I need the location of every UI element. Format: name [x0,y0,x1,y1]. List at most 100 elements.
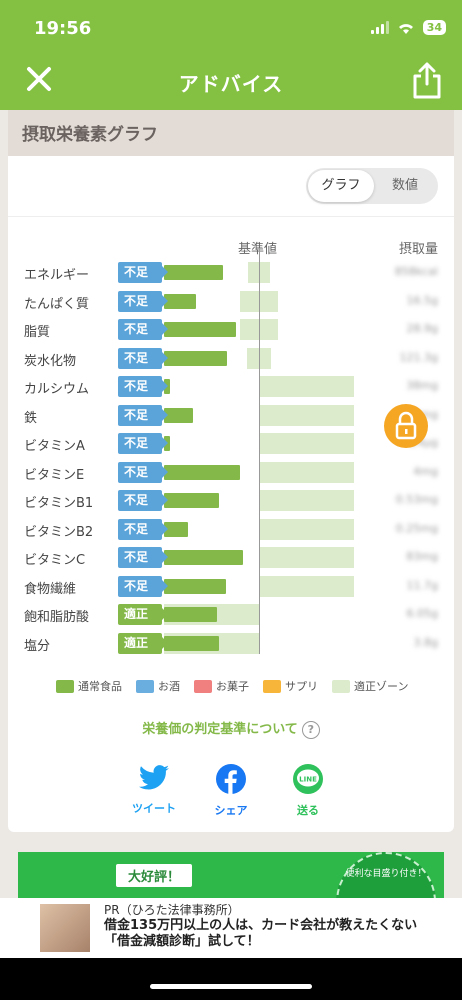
intake-bar [164,493,220,508]
legend-label: お菓子 [216,680,249,693]
intake-value: 83mg [406,550,438,563]
legend-item: 適正ゾーン [332,678,408,694]
section-title: 摂取栄養素グラフ [22,125,158,145]
status-badge: 不足 [118,490,168,511]
top-bar: 19:56 34 アドバイス [0,0,462,110]
legend-item: お菓子 [194,678,249,694]
facebook-share-button[interactable]: シェア [201,764,261,818]
legend-item: 通常食品 [56,678,122,694]
intake-bar [164,265,223,280]
close-icon[interactable] [24,64,54,94]
intake-bar [164,322,237,337]
line-label: 送る [297,804,319,817]
status-icons: 34 [370,20,446,35]
intake-value: 11.7g [406,578,438,592]
status-badge: 不足 [118,319,168,340]
nutrient-row: ビタミンB2 不足 0.25mg [8,515,454,543]
legend-swatch [56,679,74,693]
twitter-icon [139,765,169,790]
line-icon: LINE [293,764,323,794]
line-icon-text: LINE [299,776,317,784]
legend-label: 適正ゾーン [354,680,409,693]
column-baseline-header: 基準値 [238,242,278,257]
share-icon[interactable] [412,60,442,100]
appropriate-zone [247,262,271,283]
status-badge: 不足 [118,290,168,312]
nutrient-name: 食物繊維 [24,581,77,597]
intake-bar [164,407,193,423]
status-badge: 不足 [118,518,168,540]
lock-icon [395,411,417,440]
nutrient-name: ビタミンA [24,439,85,454]
status-badge: 適正 [118,604,168,625]
promo-banner[interactable]: 大好評！ 便利な目盛り付き！ [18,852,444,902]
ad-image [40,904,90,952]
section-header: 摂取栄養素グラフ [8,110,454,156]
nutrient-name: ビタミンB2 [24,524,94,540]
status-badge: 不足 [118,575,168,597]
status-badge: 不足 [118,347,168,369]
nutrient-name: エネルギー [24,268,90,283]
divider [8,216,454,217]
column-intake-header: 摂取量 [398,242,438,257]
intake-bar [164,521,188,537]
status-badge: 不足 [118,547,168,568]
nutrient-name: ビタミンE [24,467,85,483]
intake-value: 4mg [413,464,438,478]
wifi-icon [398,23,413,34]
battery-icon: 34 [422,20,446,35]
nutrient-name: 鉄 [24,410,38,426]
intake-value: 858kcal [394,265,438,278]
nutrient-row: エネルギー 不足 858kcal [8,258,454,286]
ad-banner[interactable]: PR（ひろた法律事務所） 借金135万円以上の人は、カード会社が教えたくない「借… [0,898,462,958]
intake-bar [164,293,197,309]
intake-bar [164,578,226,594]
legend-item: サプリ [263,678,318,694]
nutrient-row: カルシウム 不足 38mg [8,372,454,400]
appropriate-zone [259,575,354,597]
ad-text: 借金135万円以上の人は、カード会社が教えたくない「借金減額診断」試して！ [104,918,418,949]
banner-circle-text: 便利な目盛り付き！ [345,869,427,879]
intake-value: 38mg [406,379,438,392]
facebook-icon [216,764,246,794]
appropriate-zone [259,376,354,397]
chart-legend: 通常食品 お酒 お菓子 サプリ 適正ゾーン [56,678,408,694]
nutrient-row: ビタミンE 不足 4mg [8,458,454,486]
signal-icon [370,21,389,34]
help-icon[interactable]: ? [301,720,320,739]
legend-label: 通常食品 [78,680,122,693]
intake-bar [164,607,218,622]
home-area [0,958,462,1000]
intake-bar [164,350,227,366]
nutrient-name: 飽和脂肪酸 [24,610,90,625]
facebook-label: シェア [214,804,248,817]
legend-swatch [136,679,154,693]
baseline-reference-line [259,248,260,654]
criteria-link[interactable]: 栄養価の判定基準について? [8,718,454,739]
toggle-graph[interactable]: グラフ [308,170,374,202]
nutrient-name: 炭水化物 [24,353,77,369]
criteria-link-text[interactable]: 栄養価の判定基準について [142,722,298,737]
twitter-share-button[interactable]: ツイート [124,764,184,816]
intake-value: 3.8g [413,635,438,649]
appropriate-zone [259,547,354,568]
nutrient-row: 塩分 適正 3.8g [8,629,454,657]
nutrient-name: ビタミンB1 [24,496,94,511]
intake-value: 121.3g [399,350,438,364]
intake-bar [164,635,220,651]
view-toggle[interactable]: グラフ 数値 [306,168,438,204]
line-share-button[interactable]: LINE 送る [278,764,338,818]
legend-label: お酒 [158,680,180,693]
home-indicator[interactable] [150,984,312,989]
ad-sponsor: PR（ひろた法律事務所） [104,903,240,917]
nutrient-graph-card: グラフ 数値 基準値 摂取量 エネルギー 不足 858kcal たんぱく質 不足 16.5… [8,156,454,832]
status-badge: 適正 [118,632,168,654]
appropriate-zone [259,461,354,483]
lock-button[interactable] [384,404,428,448]
legend-swatch [332,679,350,693]
appropriate-zone [246,347,272,369]
toggle-numeric[interactable]: 数値 [391,178,418,193]
intake-value: 16.5g [406,293,438,307]
nutrient-row: 飽和脂肪酸 適正 6.05g [8,600,454,628]
nutrient-name: カルシウム [24,382,90,397]
